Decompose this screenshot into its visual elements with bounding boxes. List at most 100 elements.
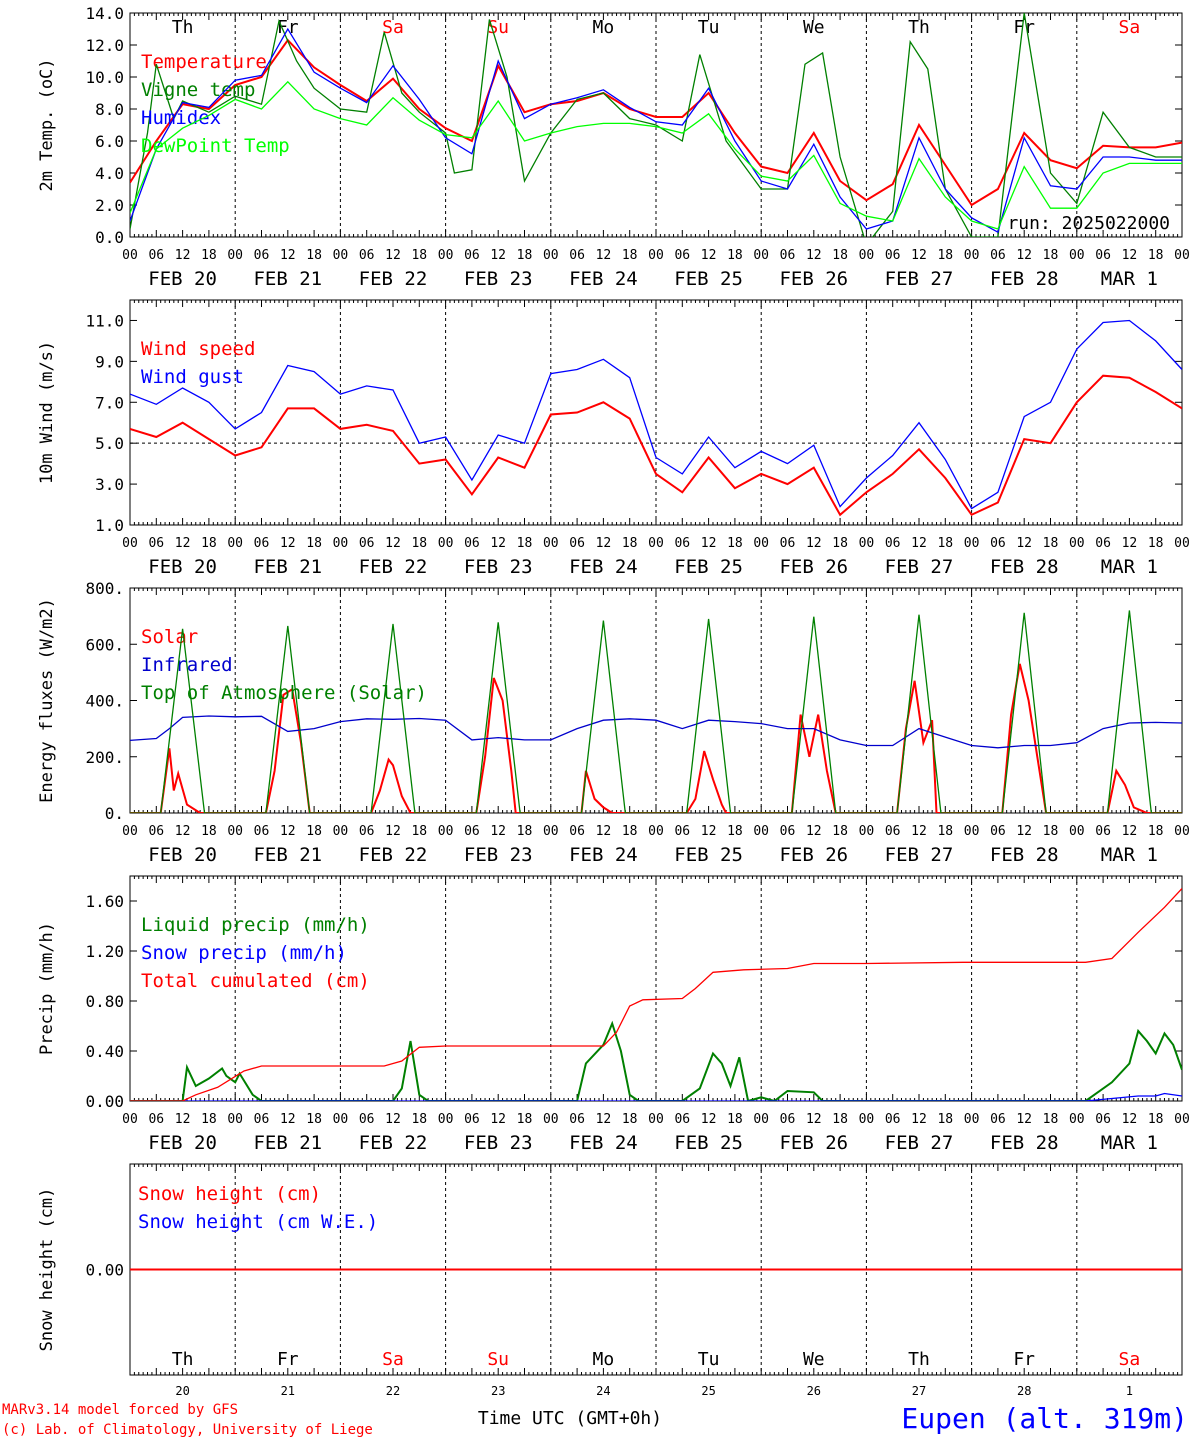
- hour-label: 12: [175, 248, 191, 263]
- date-label: FEB 28: [990, 268, 1059, 290]
- hour-label: 06: [780, 248, 796, 263]
- day-number-label: 25: [701, 1384, 715, 1398]
- date-label: FEB 21: [253, 556, 322, 578]
- legend-entry: DewPoint Temp: [141, 135, 290, 157]
- date-label: FEB 27: [885, 844, 954, 866]
- hour-label: 00: [859, 536, 875, 551]
- series-line-top-of-atmosphere-solar-: [130, 610, 1182, 813]
- hour-label: 06: [885, 248, 901, 263]
- hour-label: 06: [674, 1112, 690, 1127]
- day-number-label: 26: [807, 1384, 821, 1398]
- hour-label: 18: [201, 824, 217, 839]
- date-label: FEB 26: [779, 1132, 848, 1154]
- hour-label: 12: [1016, 824, 1032, 839]
- weekday-label: Fr: [1013, 1349, 1035, 1370]
- day-number-label: 23: [491, 1384, 505, 1398]
- date-label: FEB 22: [359, 556, 428, 578]
- date-label: MAR 1: [1101, 268, 1158, 290]
- hour-label: 12: [596, 536, 612, 551]
- hour-label: 18: [1148, 248, 1164, 263]
- hour-label: 12: [701, 536, 717, 551]
- date-label: FEB 25: [674, 556, 743, 578]
- hour-label: 00: [964, 1112, 980, 1127]
- hour-label: 12: [385, 824, 401, 839]
- hour-label: 00: [438, 1112, 454, 1127]
- hour-label: 12: [385, 1112, 401, 1127]
- hour-label: 18: [517, 1112, 533, 1127]
- legend-entry: Humidex: [141, 107, 221, 129]
- hour-label: 12: [280, 1112, 296, 1127]
- hour-label: 00: [438, 536, 454, 551]
- hour-label: 12: [1122, 824, 1138, 839]
- hour-label: 12: [1016, 248, 1032, 263]
- hour-label: 12: [490, 536, 506, 551]
- hour-label: 00: [753, 1112, 769, 1127]
- hour-label: 06: [1095, 536, 1111, 551]
- weekday-label: Fr: [1013, 17, 1035, 38]
- hour-label: 06: [254, 536, 270, 551]
- weekday-label: Mo: [593, 1349, 615, 1370]
- hour-label: 00: [1174, 1112, 1190, 1127]
- hour-label: 18: [201, 1112, 217, 1127]
- y-tick-label: 0.0: [95, 228, 124, 247]
- hour-label: 06: [148, 248, 164, 263]
- legend-entry: Snow precip (mm/h): [141, 942, 347, 964]
- date-label: FEB 23: [464, 1132, 533, 1154]
- y-axis-title: Snow height (cm): [37, 1188, 57, 1352]
- hour-label: 18: [832, 248, 848, 263]
- hour-label: 18: [937, 1112, 953, 1127]
- hour-label: 06: [1095, 248, 1111, 263]
- day-number-label: 21: [281, 1384, 295, 1398]
- station-label: Eupen (alt. 319m): [901, 1402, 1188, 1435]
- y-axis-title: 2m Temp. (oC): [37, 58, 57, 191]
- hour-label: 12: [911, 536, 927, 551]
- hour-label: 18: [622, 824, 638, 839]
- hour-label: 18: [1043, 536, 1059, 551]
- hour-label: 12: [911, 248, 927, 263]
- hour-label: 00: [1174, 824, 1190, 839]
- y-tick-label: 9.0: [95, 352, 124, 371]
- hour-label: 06: [990, 248, 1006, 263]
- hour-label: 12: [385, 536, 401, 551]
- weekday-label: Th: [908, 1349, 930, 1370]
- hour-label: 18: [201, 536, 217, 551]
- date-label: FEB 28: [990, 1132, 1059, 1154]
- hour-label: 18: [937, 536, 953, 551]
- date-label: FEB 24: [569, 1132, 638, 1154]
- hour-label: 06: [1095, 1112, 1111, 1127]
- hour-label: 06: [569, 1112, 585, 1127]
- hour-label: 12: [806, 824, 822, 839]
- hour-label: 12: [701, 1112, 717, 1127]
- hour-label: 18: [411, 1112, 427, 1127]
- hour-label: 06: [148, 536, 164, 551]
- series-line-wind-gust: [130, 319, 1182, 510]
- hour-label: 18: [622, 248, 638, 263]
- day-number-label: 28: [1017, 1384, 1031, 1398]
- hour-label: 06: [885, 824, 901, 839]
- series-line-snow-precip-mm-h-: [130, 1092, 1182, 1101]
- hour-label: 06: [359, 248, 375, 263]
- y-tick-label: 6.0: [95, 132, 124, 151]
- hour-label: 18: [727, 1112, 743, 1127]
- weekday-label: Tu: [698, 17, 720, 38]
- hour-label: 06: [1095, 824, 1111, 839]
- hour-label: 00: [122, 824, 138, 839]
- panel-4: 0.00 0.40 0.80 1.20 1.60 Precip (mm/h) Liquid …: [37, 875, 1190, 1154]
- footer: MARv3.14 model forced by GFS (c) Lab. of…: [2, 1402, 1188, 1438]
- weekday-label: Sa: [382, 17, 404, 38]
- hour-label: 12: [806, 1112, 822, 1127]
- hour-label: 00: [1174, 536, 1190, 551]
- hour-label: 00: [227, 824, 243, 839]
- weekday-label: Su: [487, 1349, 509, 1370]
- hour-label: 18: [306, 248, 322, 263]
- date-label: FEB 26: [779, 556, 848, 578]
- hour-label: 00: [543, 536, 559, 551]
- legend-entry: Snow height (cm W.E.): [138, 1211, 378, 1233]
- legend-entry: Wind speed: [141, 338, 255, 360]
- hour-label: 12: [1122, 536, 1138, 551]
- hour-label: 00: [859, 248, 875, 263]
- legend-entry: Total cumulated (cm): [141, 970, 370, 992]
- hour-label: 06: [990, 824, 1006, 839]
- date-label: FEB 22: [359, 268, 428, 290]
